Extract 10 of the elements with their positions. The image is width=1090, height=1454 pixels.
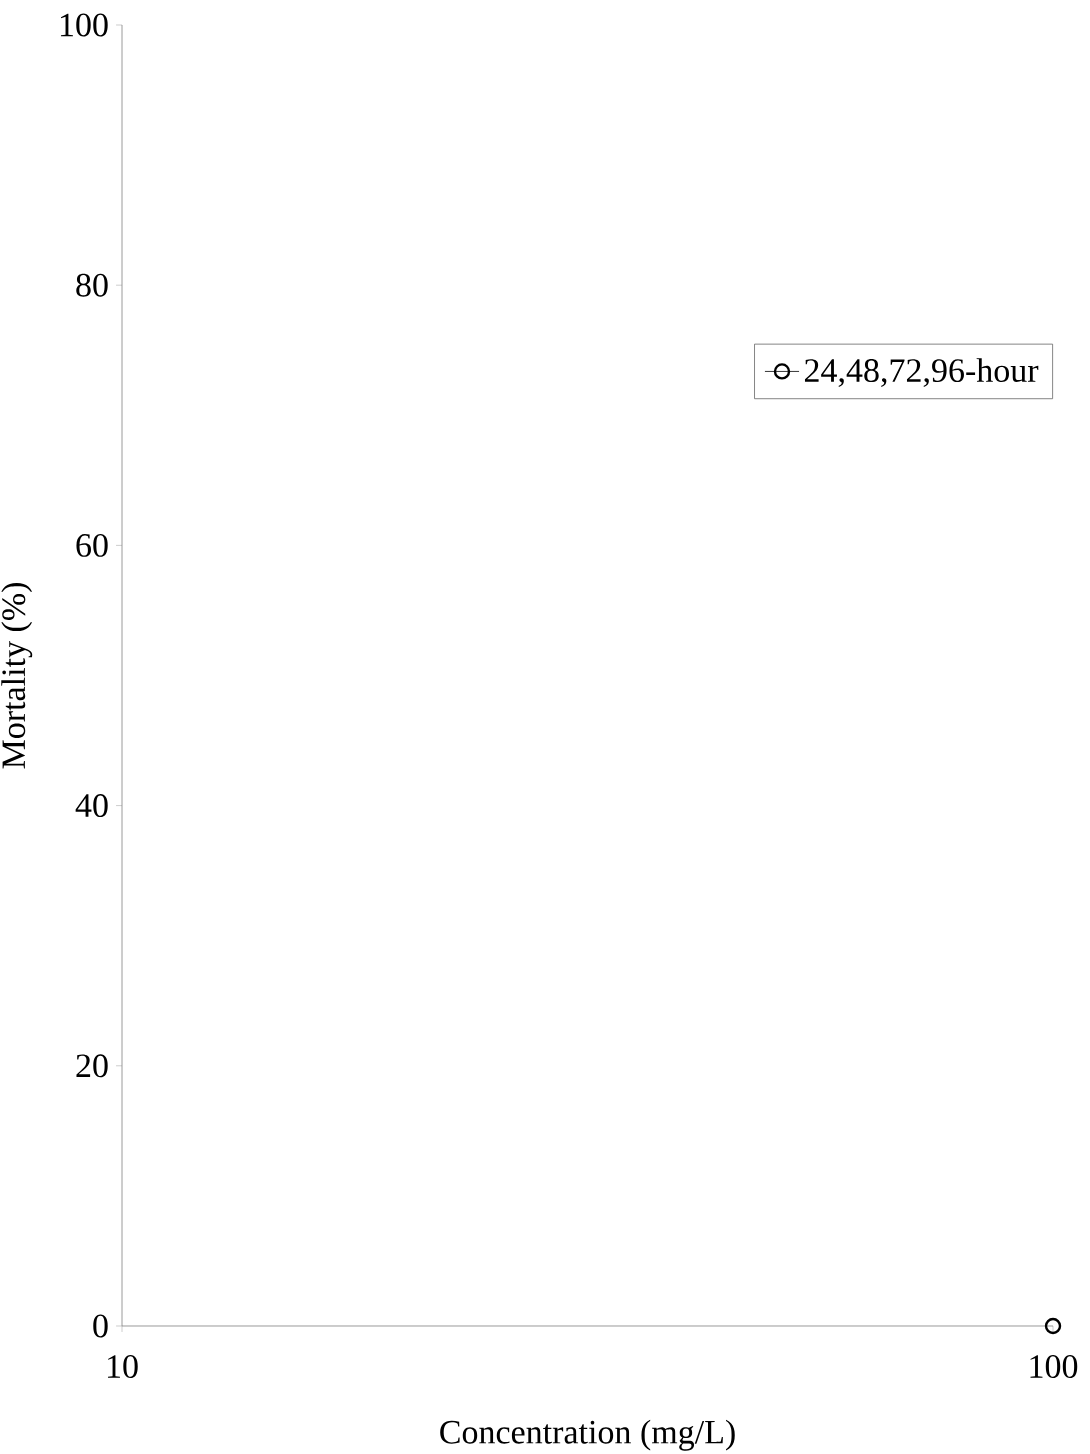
x-axis-title: Concentration (mg/L) — [440, 1419, 735, 1451]
x-tick-label: 10 — [107, 1355, 138, 1379]
y-tick-label: 0 — [93, 1314, 108, 1338]
y-tick-label: 100 — [60, 13, 108, 37]
y-tick-label: 20 — [76, 1054, 108, 1078]
legend-label: 24,48,72,96-hour — [804, 358, 1039, 387]
y-tick-label: 40 — [75, 794, 108, 818]
y-tick-label: 80 — [76, 273, 108, 297]
y-axis-title: Mortality (%) — [1, 583, 33, 769]
y-tick-label: 60 — [76, 533, 108, 557]
